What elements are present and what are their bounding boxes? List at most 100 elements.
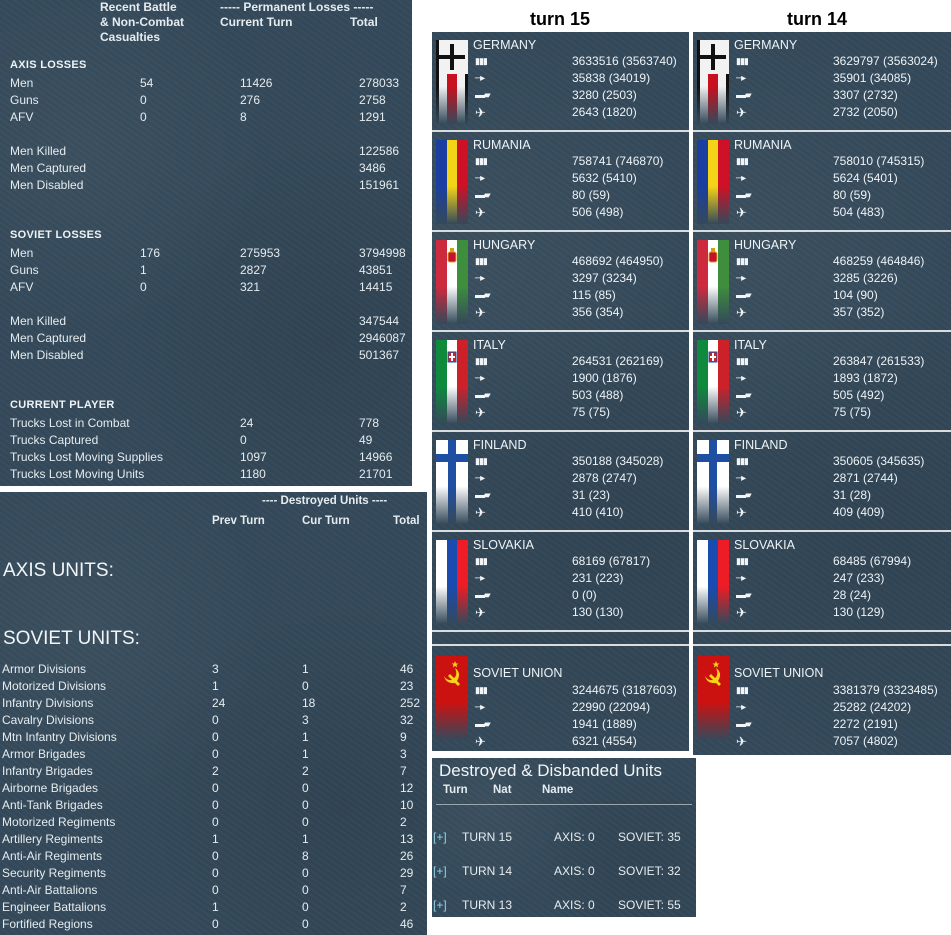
col-permanent-header: ----- Permanent Losses ----- bbox=[220, 0, 374, 14]
tank-icon: ▬▰ bbox=[736, 90, 752, 101]
loss-row-recent: 1 bbox=[140, 263, 147, 277]
axis-count: AXIS: 0 bbox=[554, 864, 595, 878]
loss-row-recent: 0 bbox=[140, 280, 147, 294]
card-divider bbox=[432, 130, 689, 132]
loss-row-label: AFV bbox=[10, 280, 34, 294]
aircraft-icon: ✈ bbox=[475, 605, 486, 620]
unit-row-label: Security Regiments bbox=[2, 866, 107, 880]
loss-detail-total: 347544 bbox=[359, 314, 400, 328]
tank-icon: ▬▰ bbox=[475, 390, 491, 401]
nation-stat-value: 758741 (746870) bbox=[572, 154, 664, 168]
nation-card-italy: ITALY ▮▮▮ 263847 (261533) ─▸ 1893 (1872) ▬▰ 50… bbox=[693, 332, 948, 430]
loss-row-label: AFV bbox=[10, 110, 34, 124]
men-icon: ▮▮▮ bbox=[736, 56, 749, 66]
unit-row-label: Motorized Divisions bbox=[2, 679, 107, 693]
col-nat-header: Nat bbox=[493, 784, 512, 796]
loss-row-total: 49 bbox=[359, 433, 373, 447]
unit-row-cur: 0 bbox=[302, 798, 309, 812]
nation-card-slovakia: SLOVAKIA ▮▮▮ 68169 (67817) ─▸ 231 (223) ▬▰ 0 (… bbox=[432, 532, 687, 630]
expand-toggle[interactable]: [+] bbox=[433, 898, 447, 912]
unit-row-label: Anti-Air Battalions bbox=[2, 883, 98, 897]
gun-icon: ─▸ bbox=[736, 473, 746, 484]
unit-row-label: Infantry Divisions bbox=[2, 696, 94, 710]
nation-card-slovakia: SLOVAKIA ▮▮▮ 68485 (67994) ─▸ 247 (233) ▬▰ 28 … bbox=[693, 532, 948, 630]
aircraft-icon: ✈ bbox=[736, 405, 747, 420]
loss-row-label: Men bbox=[10, 76, 34, 90]
loss-detail-total: 2946087 bbox=[359, 331, 406, 345]
unit-row-prev: 2 bbox=[212, 764, 219, 778]
tank-icon: ▬▰ bbox=[475, 190, 491, 201]
nation-name: RUMANIA bbox=[734, 138, 792, 152]
soviet-count: SOVIET: 55 bbox=[618, 898, 681, 912]
nation-name: FINLAND bbox=[734, 438, 788, 452]
slovakia-flag bbox=[697, 540, 729, 624]
unit-row-total: 2 bbox=[400, 815, 407, 829]
nation-card-soviet-union: SOVIET UNION ▮▮▮ 3244675 (3187603) ─▸ 22990 … bbox=[432, 648, 687, 748]
unit-row-prev: 1 bbox=[212, 832, 219, 846]
destroyed-units-panel: ---- Destroyed Units ---- Prev Turn Cur … bbox=[0, 492, 427, 935]
nation-stat-value: 468692 (464950) bbox=[572, 254, 664, 268]
turn-label: TURN 13 bbox=[462, 898, 513, 912]
unit-row-prev: 0 bbox=[212, 849, 219, 863]
tank-icon: ▬▰ bbox=[475, 490, 491, 501]
unit-row-label: Fortified Regions bbox=[2, 917, 93, 931]
loss-row-total: 2758 bbox=[359, 93, 386, 107]
soviet-count: SOVIET: 35 bbox=[618, 830, 681, 844]
unit-row-cur: 0 bbox=[302, 815, 309, 829]
aircraft-icon: ✈ bbox=[736, 734, 747, 749]
loss-detail-label: Men Killed bbox=[10, 314, 67, 328]
unit-row-prev: 0 bbox=[212, 747, 219, 761]
unit-row-label: Armor Brigades bbox=[2, 747, 86, 761]
unit-row-total: 23 bbox=[400, 679, 414, 693]
nation-name: ITALY bbox=[734, 338, 767, 352]
aircraft-icon: ✈ bbox=[475, 734, 486, 749]
nation-stat-value: 505 (492) bbox=[833, 388, 885, 402]
men-icon: ▮▮▮ bbox=[475, 356, 488, 366]
nation-stat-value: 506 (498) bbox=[572, 205, 624, 219]
unit-row-label: Motorized Regiments bbox=[2, 815, 116, 829]
romania-flag bbox=[436, 140, 468, 224]
expand-toggle[interactable]: [+] bbox=[433, 864, 447, 878]
nation-card-finland: FINLAND ▮▮▮ 350188 (345028) ─▸ 2878 (2747) ▬▰… bbox=[432, 432, 687, 530]
unit-row-total: 7 bbox=[400, 764, 407, 778]
gun-icon: ─▸ bbox=[475, 273, 485, 284]
nation-name: SLOVAKIA bbox=[734, 538, 795, 552]
disbanded-title: Destroyed & Disbanded Units bbox=[439, 761, 663, 780]
germany-war-flag bbox=[697, 40, 729, 124]
unit-row-label: Armor Divisions bbox=[2, 662, 87, 676]
aircraft-icon: ✈ bbox=[475, 305, 486, 320]
nation-stat-value: 264531 (262169) bbox=[572, 354, 664, 368]
nation-stat-value: 503 (488) bbox=[572, 388, 624, 402]
nation-card-rumania: RUMANIA ▮▮▮ 758741 (746870) ─▸ 5632 (5410) ▬▰… bbox=[432, 132, 687, 230]
unit-row-label: Anti-Tank Brigades bbox=[2, 798, 103, 812]
aircraft-icon: ✈ bbox=[475, 505, 486, 520]
turn-15-column: GERMANY ▮▮▮ 3633516 (3563740) ─▸ 35838 (3401… bbox=[432, 32, 689, 751]
card-divider bbox=[432, 630, 689, 632]
loss-row-current: 8 bbox=[240, 110, 247, 124]
nation-stat-value: 3280 (2503) bbox=[572, 88, 637, 102]
unit-row-cur: 0 bbox=[302, 883, 309, 897]
card-divider bbox=[693, 630, 951, 632]
loss-row-total: 278033 bbox=[359, 76, 400, 90]
card-divider bbox=[432, 330, 689, 332]
unit-row-total: 32 bbox=[400, 713, 414, 727]
loss-row-recent: 0 bbox=[140, 110, 147, 124]
card-divider bbox=[693, 230, 951, 232]
nation-stat-value: 758010 (745315) bbox=[833, 154, 925, 168]
unit-row-total: 46 bbox=[400, 662, 414, 676]
card-divider bbox=[693, 130, 951, 132]
turn-14-title: turn 14 bbox=[786, 9, 847, 29]
expand-toggle[interactable]: [+] bbox=[433, 830, 447, 844]
nation-stat-value: 0 (0) bbox=[572, 588, 597, 602]
unit-row-cur: 1 bbox=[302, 730, 309, 744]
nation-stat-value: 3633516 (3563740) bbox=[572, 54, 677, 68]
nation-stat-value: 247 (233) bbox=[833, 571, 885, 585]
loss-detail-label: Men Captured bbox=[10, 331, 87, 345]
loss-row-current: 321 bbox=[240, 280, 261, 294]
loss-detail-label: Men Captured bbox=[10, 161, 87, 175]
nation-stat-value: 1900 (1876) bbox=[572, 371, 637, 385]
turn-label: TURN 14 bbox=[462, 864, 513, 878]
nation-stat-value: 2878 (2747) bbox=[572, 471, 637, 485]
unit-row-cur: 3 bbox=[302, 713, 309, 727]
tank-icon: ▬▰ bbox=[736, 490, 752, 501]
